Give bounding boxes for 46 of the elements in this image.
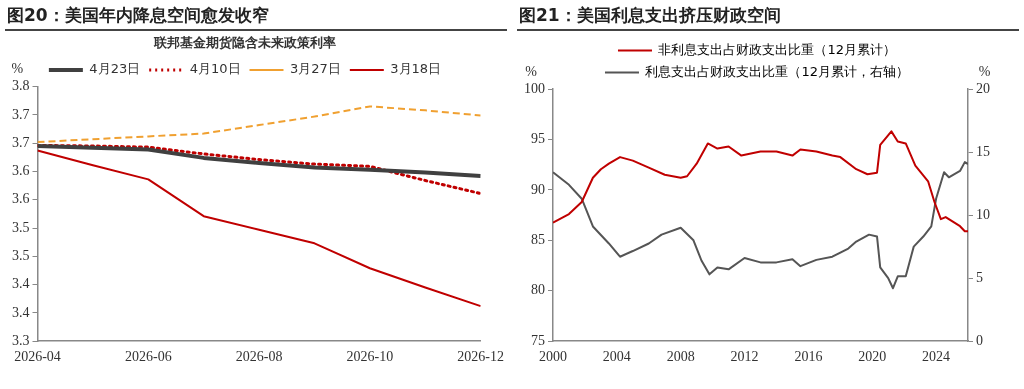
y-tick-label: 95 [531,131,545,147]
legend-label: 3月27日 [290,61,341,77]
y-tick-label: 3.8 [12,78,30,94]
y2-tick-label: 0 [976,332,983,348]
y-tick-label: 3.3 [12,332,30,348]
y-tick-label: 90 [531,181,545,197]
legend-title: 联邦基金期货隐含未来政策利率 [153,34,336,50]
y-tick-label: 75 [531,332,545,348]
x-tick-label: 2012 [730,349,759,365]
x-tick-label: 2026-12 [457,349,504,365]
y2-axis-title: % [978,63,991,79]
y-axis-title: % [525,63,538,79]
legend-label: 4月23日 [89,61,141,77]
line-series [37,105,481,144]
y-tick-label: 3.6 [12,191,30,207]
y-tick-label: 80 [531,282,545,298]
x-tick-label: 2020 [858,349,887,365]
y-tick-label: 3.7 [12,106,30,122]
y-axis-title: % [11,61,24,77]
legend-label: 4月10日 [189,61,241,77]
y2-tick-label: 15 [976,143,990,159]
y2-tick-label: 5 [976,269,983,285]
y-tick-label: 85 [531,231,545,247]
x-tick-label: 2024 [922,349,951,365]
legend-label: 非利息支出占财政支出比重（12月累计） [658,41,897,57]
legend-label: 3月18日 [390,61,442,77]
y-tick-label: 3.5 [12,248,30,264]
y-tick-label: 3.7 [12,134,30,150]
x-tick-label: 2004 [602,349,631,365]
y-tick-label: 3.6 [12,163,30,179]
y-tick-label: 3.4 [12,304,30,320]
x-tick-label: 2026-10 [346,349,394,365]
y-tick-label: 3.4 [12,276,30,292]
chart-title: 图21：美国利息支出挤压财政空间 [517,0,1019,31]
x-tick-label: 2026-08 [235,349,283,365]
x-tick-label: 2008 [666,349,695,365]
x-tick-label: 2026-04 [14,349,61,365]
legend-label: 利息支出占财政支出比重（12月累计，右轴） [645,63,910,79]
x-tick-label: 2026-06 [124,349,172,365]
y2-tick-label: 20 [976,80,990,96]
chart-title: 图20：美国年内降息空间愈发收窄 [5,0,507,31]
y-tick-label: 100 [524,80,545,96]
y-tick-label: 3.5 [12,219,30,235]
x-tick-label: 2000 [539,349,567,365]
x-tick-label: 2016 [794,349,823,365]
y2-tick-label: 10 [976,206,990,222]
